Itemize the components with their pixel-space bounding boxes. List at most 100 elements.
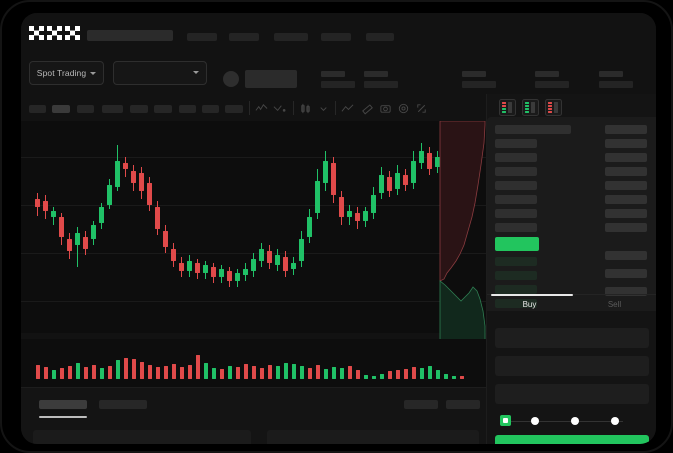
bottom-panel-right[interactable] bbox=[267, 430, 479, 444]
candle-body bbox=[291, 263, 296, 269]
volume-bar bbox=[276, 366, 280, 379]
candle-body bbox=[163, 231, 168, 247]
order-book-ask-row[interactable] bbox=[495, 209, 537, 218]
timeframe-5[interactable] bbox=[130, 105, 148, 113]
order-book-size-row bbox=[605, 153, 647, 162]
candlestick-type-icon[interactable] bbox=[299, 102, 312, 115]
indicator-line-icon[interactable] bbox=[255, 102, 268, 115]
timeframe-6[interactable] bbox=[154, 105, 172, 113]
price-field[interactable] bbox=[495, 328, 649, 348]
search-input[interactable] bbox=[87, 30, 173, 41]
camera-icon[interactable] bbox=[379, 102, 392, 115]
order-book[interactable] bbox=[487, 117, 656, 311]
app-screen: Spot Trading bbox=[21, 13, 656, 444]
volume-bar bbox=[172, 364, 176, 379]
ob-mode-bids-button[interactable] bbox=[522, 99, 539, 116]
timeframe-9[interactable] bbox=[225, 105, 243, 113]
trading-pair-selector[interactable] bbox=[113, 61, 207, 85]
candle-body bbox=[147, 183, 152, 205]
order-book-bid-row[interactable] bbox=[495, 271, 537, 280]
order-book-header-row bbox=[495, 125, 571, 134]
app-header bbox=[21, 13, 656, 52]
coin-avatar bbox=[223, 71, 239, 87]
nav-item-2[interactable] bbox=[229, 33, 259, 41]
volume-bar bbox=[420, 368, 424, 379]
tab-buy[interactable]: Buy bbox=[522, 300, 537, 309]
chart-gridline bbox=[21, 205, 486, 206]
trendline-icon[interactable] bbox=[341, 102, 354, 115]
ruler-icon[interactable] bbox=[361, 102, 374, 115]
candle-body bbox=[139, 173, 144, 191]
volume-bar bbox=[44, 367, 48, 379]
volume-bar bbox=[300, 366, 304, 379]
order-book-bid-row[interactable] bbox=[495, 299, 537, 308]
order-book-ask-row[interactable] bbox=[495, 195, 537, 204]
candle-body bbox=[267, 251, 272, 263]
amount-field[interactable] bbox=[495, 356, 649, 376]
timeframe-3[interactable] bbox=[77, 105, 94, 113]
last-price-value bbox=[245, 70, 297, 88]
bottom-action-1[interactable] bbox=[404, 400, 438, 409]
trading-mode-selector[interactable]: Spot Trading bbox=[29, 61, 104, 85]
price-chart[interactable] bbox=[21, 121, 486, 333]
volume-bar bbox=[356, 370, 360, 379]
volume-bar bbox=[140, 362, 144, 379]
order-book-ask-row[interactable] bbox=[495, 167, 537, 176]
order-book-bid-row[interactable] bbox=[495, 257, 537, 266]
volume-bar bbox=[188, 365, 192, 379]
order-book-size-row bbox=[605, 195, 647, 204]
total-field[interactable] bbox=[495, 384, 649, 404]
order-book-bid-row[interactable] bbox=[495, 285, 537, 294]
order-book-ask-row[interactable] bbox=[495, 181, 537, 190]
volume-bar bbox=[436, 370, 440, 379]
market-stat-2-value bbox=[364, 81, 398, 88]
okx-logo[interactable] bbox=[29, 26, 81, 40]
candle-body bbox=[83, 237, 88, 249]
pagination-dot-4[interactable] bbox=[611, 417, 619, 425]
bottom-tab-2[interactable] bbox=[99, 400, 147, 409]
fullscreen-icon[interactable] bbox=[415, 102, 428, 115]
submit-order-button[interactable] bbox=[495, 435, 649, 444]
bottom-panel-left[interactable] bbox=[33, 430, 251, 444]
candle-body bbox=[283, 257, 288, 271]
pagination-dot-1-active[interactable] bbox=[500, 415, 511, 426]
timeframe-8[interactable] bbox=[202, 105, 219, 113]
timeframe-2-active[interactable] bbox=[52, 105, 70, 113]
order-book-ask-row[interactable] bbox=[495, 223, 537, 232]
order-book-ask-row[interactable] bbox=[495, 153, 537, 162]
market-stat-5-value bbox=[599, 81, 633, 88]
volume-bar bbox=[404, 369, 408, 379]
candle-body bbox=[155, 207, 160, 229]
nav-item-5[interactable] bbox=[366, 33, 394, 41]
bottom-tab-1-active[interactable] bbox=[39, 400, 87, 409]
nav-item-1[interactable] bbox=[187, 33, 217, 41]
settings-gear-icon[interactable] bbox=[397, 102, 410, 115]
ob-mode-asks-button[interactable] bbox=[545, 99, 562, 116]
candle-body bbox=[59, 217, 64, 237]
order-book-spread bbox=[495, 237, 539, 251]
timeframe-1[interactable] bbox=[29, 105, 46, 113]
order-book-size-row bbox=[605, 167, 647, 176]
candle-body bbox=[243, 269, 248, 275]
indicator-compare-icon[interactable] bbox=[273, 102, 286, 115]
nav-item-4[interactable] bbox=[321, 33, 351, 41]
tab-sell[interactable]: Sell bbox=[607, 300, 622, 309]
timeframe-4[interactable] bbox=[102, 105, 123, 113]
order-book-ask-row[interactable] bbox=[495, 139, 537, 148]
order-book-size-row bbox=[605, 269, 647, 278]
ob-mode-both-button[interactable] bbox=[499, 99, 516, 116]
bottom-action-2[interactable] bbox=[446, 400, 480, 409]
pagination-dot-3[interactable] bbox=[571, 417, 579, 425]
chevron-down-icon[interactable] bbox=[317, 102, 330, 115]
candle-body bbox=[51, 211, 56, 217]
order-book-size-header bbox=[605, 125, 647, 134]
candlestick-series bbox=[21, 121, 486, 333]
pagination-dot-2[interactable] bbox=[531, 417, 539, 425]
order-panel: Buy Sell bbox=[486, 94, 656, 444]
volume-bar bbox=[292, 364, 296, 379]
order-book-size-row bbox=[605, 251, 647, 260]
candle-body bbox=[211, 267, 216, 277]
candle-body bbox=[387, 177, 392, 191]
nav-item-3[interactable] bbox=[274, 33, 308, 41]
timeframe-7[interactable] bbox=[179, 105, 196, 113]
